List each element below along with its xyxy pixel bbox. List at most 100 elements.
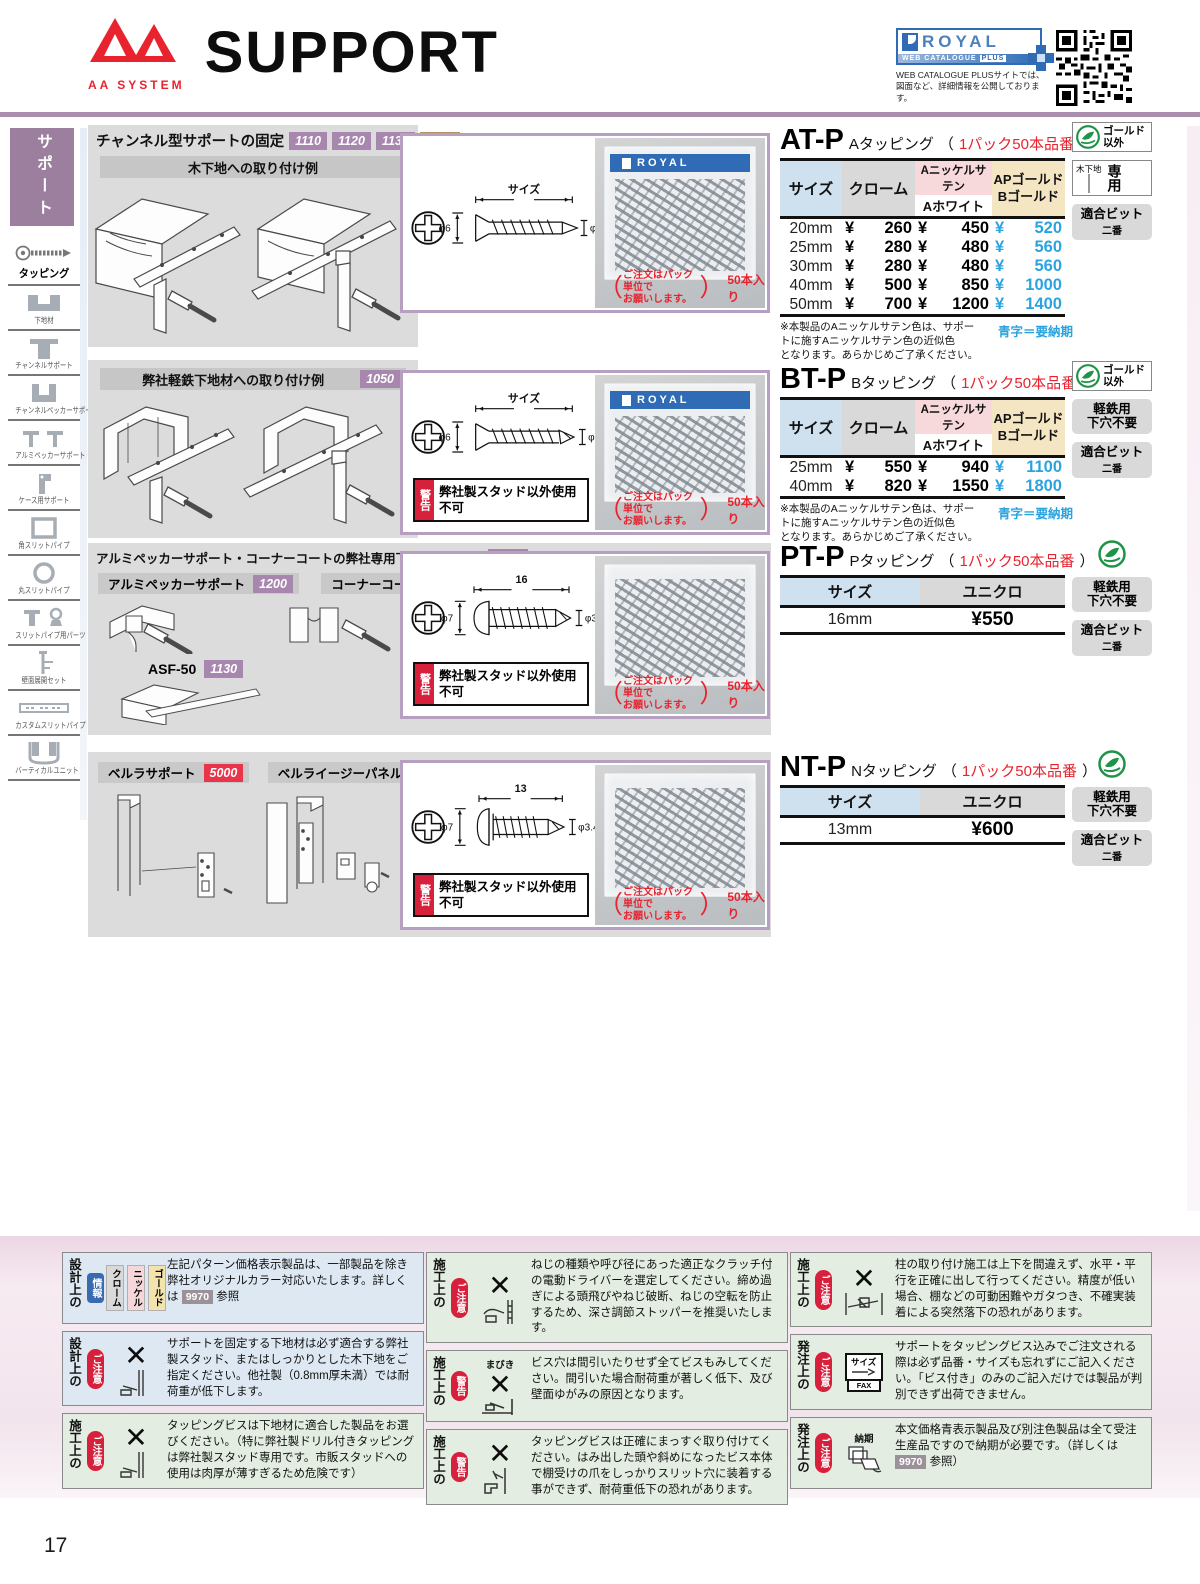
sidebar-nav: サポート タッピング 下地材 チャンネルサポート チャンネルペッカーサポート ア…	[8, 128, 98, 781]
bt-p-diagram: サイズ φ6 φ3.3 警告 弊社製スタッド以外使用不可	[403, 373, 599, 532]
warning-icon: 警告	[415, 479, 434, 520]
sidebar-item-wall-set[interactable]: 壁面展開セット	[8, 646, 80, 691]
sidebar-item-alumi-pecker-support[interactable]: アルミペッカーサポート	[8, 421, 85, 466]
price-table: サイズ クローム Aニッケルサテン APゴールド Bゴールド Aホワイト 25mm…	[780, 400, 1065, 499]
info-pill: 情報	[87, 1273, 104, 1303]
eco-mark-badge	[1072, 749, 1152, 779]
product-notes: ※本製品のAニッケルサテン色は、サポー トに施すAニッケルサテン色の近似色 とな…	[780, 321, 1074, 361]
wood-swatch-icon	[1087, 174, 1090, 193]
illustration-berra-posts	[117, 794, 390, 904]
screw-bag: ROYAL	[604, 146, 756, 280]
product-badges: 軽鉄用 下穴不要 適合ビット 二番	[1072, 749, 1152, 866]
thinning-x-icon: まびき ✕	[471, 1354, 529, 1418]
note-order-size-caution: 発注上の ご注意 サイズ FAX サポートをタッピングビス込みでご注文される際は…	[790, 1334, 1152, 1410]
svg-text:16: 16	[515, 574, 527, 586]
price-table: サイズ ユニクロ 16mm ¥550	[780, 578, 1065, 635]
caution-pill: ご注意	[87, 1348, 104, 1389]
sidebar-item-custom-slit-pipe[interactable]: カスタムスリットパイプ	[8, 691, 86, 736]
warning-icon: 警告	[415, 874, 434, 915]
pack-order-note: （ ご注文はパック単位で お願いします。 ） 50本入り	[598, 887, 765, 922]
royal-plus-label: PLUS	[979, 55, 1007, 62]
page-ref-tag: 1200	[253, 574, 293, 593]
section-subtitle: 木下地への取り付け例	[100, 156, 406, 178]
screw-dimension-drawing: 16 φ7 φ3.5	[411, 574, 599, 636]
sidebar-item-case-support[interactable]: ケース用サポート	[8, 466, 80, 511]
at-p-photo: ROYAL （ ご注文はパック単位で お願いします。 ） 50本入り	[595, 138, 765, 308]
illustration-asf-50	[120, 684, 261, 725]
product-code: AT-P	[780, 124, 844, 156]
bag-brand-label: ROYAL	[610, 154, 750, 172]
sidebar-item-tapping[interactable]: タッピング	[8, 236, 80, 286]
page-ref-tag: 1130	[204, 660, 244, 678]
custom-slit-pipe-icon	[8, 696, 80, 720]
sidebar-item-square-slit-pipe[interactable]: 角スリットパイプ	[8, 511, 80, 556]
table-row: 16mm ¥550	[827, 609, 1014, 630]
delivery-papers-icon: 納期	[835, 1421, 893, 1485]
warning-box: 警告 弊社製スタッド以外使用不可	[413, 661, 589, 706]
table-row: 30mm ¥280 ¥480 ¥560	[789, 257, 1062, 275]
sidebar-item-slit-pipe-parts[interactable]: スリットパイプ用パーツ	[8, 601, 85, 646]
vertical-unit-icon	[8, 741, 80, 765]
svg-text:φ3.5: φ3.5	[585, 613, 599, 624]
price-table: サイズ ユニクロ 13mm ¥600	[780, 788, 1065, 845]
nt-p-diagram: 13 φ7 φ3.4 警告 弊社製スタッド以外使用不可	[403, 763, 599, 927]
page-ref-tag: 5000	[203, 763, 244, 782]
header-divider	[0, 112, 1200, 117]
sidebar-item-channel-pecker-support[interactable]: チャンネルペッカーサポート	[8, 376, 98, 421]
royal-mark-icon	[902, 33, 918, 51]
svg-text:φ3.3: φ3.3	[588, 432, 599, 443]
section-title: チャンネル型サポートの固定 1110 1120 1130 6000	[88, 125, 460, 153]
product-code: PT-P	[780, 541, 845, 573]
plus-icon	[1028, 45, 1054, 71]
at-p-diagram: サイズ φ6 φ3.3	[403, 136, 599, 310]
sidebar-category: サポート	[10, 128, 74, 226]
table-row: 40mm ¥820 ¥1550 ¥1800	[789, 477, 1062, 495]
light-steel-badge: 軽鉄用 下穴不要	[1072, 787, 1152, 822]
page-ref-tag: 1110	[289, 131, 328, 150]
note-straight-drive-warning: 施工上の 警告 ✕ タッピングビスは正確にまっすぐ取り付けてください。はみ出した…	[426, 1429, 788, 1505]
sidebar-item-round-slit-pipe[interactable]: 丸スリットパイプ	[8, 556, 80, 601]
svg-text:φ7: φ7	[441, 613, 453, 624]
section-title: 弊社軽鉄下地材への取り付け例 1050	[100, 368, 406, 390]
bit-badge: 適合ビット 二番	[1072, 619, 1152, 656]
sidebar-item-substrate[interactable]: 下地材	[8, 286, 80, 331]
round-slit-pipe-icon	[8, 561, 80, 585]
light-steel-badge: 軽鉄用 下穴不要	[1072, 399, 1152, 434]
pt-p-product-box: 16 φ7 φ3.5 警告 弊社製スタッド以外使用不可 （ ご注文はパック単位で…	[400, 551, 770, 719]
side-index-strip	[80, 128, 87, 820]
page-ref-tag: 1050	[360, 370, 400, 388]
table-row: 25mm ¥280 ¥480 ¥560	[789, 238, 1062, 256]
screw-bag: ROYAL	[604, 383, 756, 502]
product-header: BT-P Bタッピング（1パック50本品番）	[780, 365, 1096, 400]
slit-pipe-parts-icon	[8, 606, 80, 630]
product-code: NT-P	[780, 751, 847, 783]
notes-column-2: 施工上の ご注意 ✕ ねじの種類や呼び径にあった適正なクラッチ付の電動ドライバー…	[426, 1252, 788, 1505]
svg-text:φ7: φ7	[441, 822, 453, 833]
page-ref-badge: 9970	[895, 1454, 927, 1470]
table-row: 25mm ¥550 ¥940 ¥1100	[789, 458, 1062, 476]
screw-dimension-drawing: サイズ φ6 φ3.3	[411, 182, 599, 245]
product-nt-p: NT-P Nタッピング（1パック50本品番） サイズ ユニクロ 13mm ¥60…	[780, 750, 1200, 866]
warning-pill: 警告	[451, 1371, 468, 1402]
sidebar-item-vertical-unit[interactable]: バーティカルユニット	[8, 736, 80, 781]
product-header: NT-P Nタッピング（1パック50本品番）	[780, 751, 1097, 788]
sidebar-item-label: タッピング	[18, 268, 70, 280]
illustration-steel-stud-mounting	[103, 406, 404, 524]
section-channel-support-fixing: チャンネル型サポートの固定 1110 1120 1130 6000 木下地への取…	[88, 125, 460, 347]
royal-logo: ROYAL WEB CATALOGUE PLUS	[896, 28, 1054, 71]
nt-p-photo: （ ご注文はパック単位で お願いします。 ） 50本入り	[595, 765, 765, 925]
royal-name: ROYAL	[922, 32, 1000, 51]
notes-column-3: 施工上の ご注意 ✕ 柱の取り付け施工は上下を間違えず、水平・平行を正確に出して…	[790, 1252, 1152, 1489]
table-row: 13mm ¥600	[827, 819, 1014, 840]
sidebar-item-channel-support[interactable]: チャンネルサポート	[8, 331, 80, 376]
screw-dimension-drawing: サイズ φ6 φ3.3	[411, 391, 599, 454]
aa-system-logo: AA SYSTEM	[88, 14, 185, 92]
aa-brand-label: AA SYSTEM	[88, 78, 185, 92]
case-support-icon	[8, 471, 80, 495]
page-header: AA SYSTEM SUPPORT	[88, 14, 499, 92]
product-badges: ゴールド 以外 木下地 専用 適合ビット 二番	[1072, 122, 1152, 240]
screw-icon	[8, 241, 80, 265]
substrate-icon	[8, 291, 80, 315]
illustration-wood-mounting	[94, 198, 404, 334]
